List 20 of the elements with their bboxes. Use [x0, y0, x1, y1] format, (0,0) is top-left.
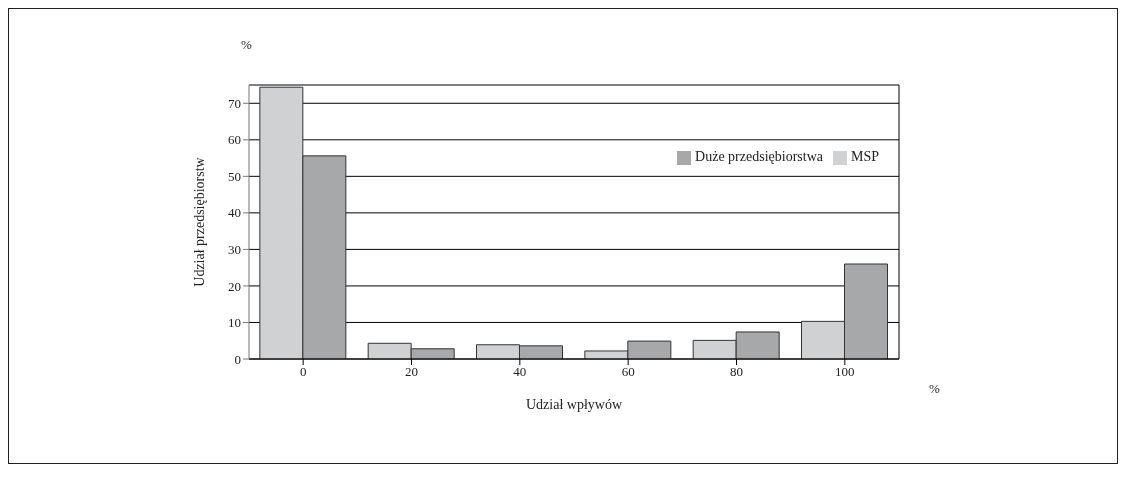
x-axis-title: Udział wpływów [525, 397, 623, 412]
y-tick-label: 70 [228, 95, 241, 111]
x-tick-label: 100 [835, 364, 855, 380]
text: % [241, 37, 252, 53]
x-tick-label: 0 [299, 364, 307, 380]
y-tick-label: 0 [234, 351, 241, 367]
text: % [929, 381, 940, 397]
legend-label: MSP [850, 149, 879, 164]
y-tick-label: 30 [228, 242, 241, 258]
y-tick-label: 60 [228, 132, 241, 148]
x-tick-label: 60 [621, 364, 635, 380]
y-tick-label: 20 [228, 278, 241, 294]
y-axis-title: Udział przedsiębiorstw [191, 156, 207, 287]
legend-label: Duże przedsiębiorstwa [695, 149, 823, 164]
y-tick-label: 40 [228, 205, 241, 221]
y-tick-label: 10 [228, 315, 241, 331]
x-tick-label: 40 [513, 364, 527, 380]
y-tick-label: 50 [228, 168, 241, 184]
x-tick-label: 20 [405, 364, 418, 380]
x-tick-label: 80 [730, 364, 743, 380]
